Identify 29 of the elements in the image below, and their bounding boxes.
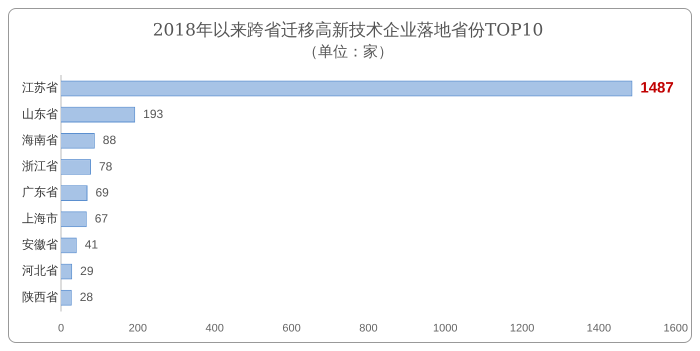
chart-title: 2018年以来跨省迁移高新技术企业落地省份TOP10 <box>152 20 544 41</box>
x-tick-label: 0 <box>58 322 64 334</box>
data-label: 78 <box>98 159 113 174</box>
x-tick-label: 200 <box>128 322 148 334</box>
y-tick-label: 浙江省 <box>22 159 58 174</box>
chart-subtitle: （单位：家） <box>303 42 393 60</box>
x-tick-label: 800 <box>359 322 378 334</box>
y-tick-label: 江苏省 <box>22 80 58 95</box>
data-label: 29 <box>80 264 94 278</box>
data-label: 1487 <box>640 80 674 97</box>
data-label: 69 <box>96 185 110 200</box>
y-tick-label: 陕西省 <box>22 290 58 304</box>
x-tick-label: 600 <box>282 322 301 334</box>
data-label: 67 <box>94 212 108 226</box>
y-tick-label: 广东省 <box>22 185 58 200</box>
data-label: 41 <box>84 238 98 252</box>
x-tick-label: 1000 <box>432 322 458 334</box>
x-tick-label: 1600 <box>664 322 688 334</box>
x-tick-label: 1200 <box>510 322 534 334</box>
data-label: 193 <box>143 106 164 121</box>
y-tick-label: 安徽省 <box>22 238 58 252</box>
y-tick-label: 海南省 <box>22 132 58 147</box>
y-tick-label: 山东省 <box>22 106 58 121</box>
x-tick-label: 400 <box>206 322 224 334</box>
data-label: 88 <box>102 133 116 148</box>
x-tick-label: 1400 <box>586 322 612 334</box>
y-tick-label: 上海市 <box>22 211 58 226</box>
data-label: 28 <box>80 290 94 304</box>
y-tick-label: 河北省 <box>22 264 58 278</box>
